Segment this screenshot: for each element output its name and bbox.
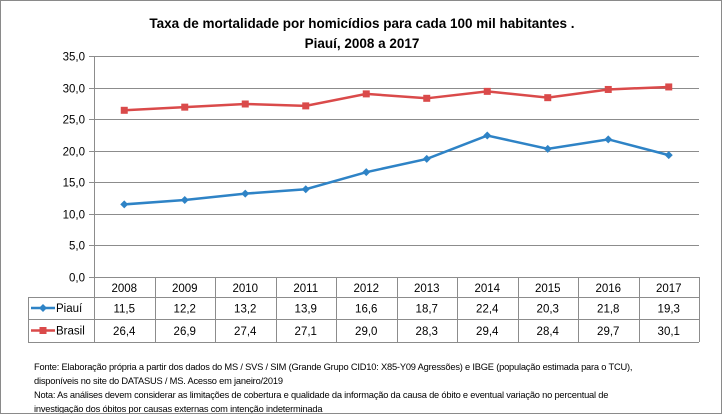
table-cell-value: 13,2 <box>234 304 256 316</box>
data-point-square <box>483 87 491 95</box>
data-point-square <box>181 103 189 111</box>
data-point-diamond <box>664 151 673 160</box>
table-cell-value: 29,0 <box>355 326 377 338</box>
x-tick-label: 2009 <box>172 283 198 295</box>
data-point-diamond <box>422 154 431 163</box>
series-line-piauí <box>124 134 670 206</box>
table-cell-value: 28,3 <box>416 326 438 338</box>
series-line-brasil <box>124 85 669 112</box>
y-tick-label: 10,0 <box>63 210 85 222</box>
table-cell-value: 22,4 <box>476 304 499 316</box>
x-tick-label: 2017 <box>656 283 682 295</box>
table-cell-value: 30,1 <box>658 326 680 338</box>
data-point-square <box>302 102 310 110</box>
data-point-square <box>544 94 552 102</box>
y-tick-label: 5,0 <box>69 241 85 253</box>
table-cell-value: 26,9 <box>174 326 196 338</box>
y-tick-label: 0,0 <box>69 273 85 285</box>
data-point-square <box>120 106 128 114</box>
y-tick-label: 20,0 <box>63 147 85 159</box>
x-tick-label: 2015 <box>535 283 561 295</box>
data-point-square <box>241 100 249 108</box>
data-point-diamond <box>483 131 492 140</box>
data-point-diamond <box>543 144 552 153</box>
data-point-diamond <box>180 195 189 204</box>
x-tick-label: 2010 <box>232 283 258 295</box>
footnote-line: Fonte: Elaboração própria a partir dos d… <box>34 362 633 372</box>
x-tick-label: 2013 <box>414 283 440 295</box>
legend-label: Brasil <box>56 326 85 338</box>
y-tick-label: 15,0 <box>63 178 85 190</box>
y-tick-label: 35,0 <box>63 52 85 64</box>
data-point-square <box>665 83 673 91</box>
x-tick-label: 2016 <box>595 283 621 295</box>
table-cell-value: 27,4 <box>234 326 257 338</box>
table-cell-value: 12,2 <box>174 304 196 316</box>
data-point-diamond <box>301 185 310 194</box>
legend-marker-diamond <box>39 304 47 312</box>
data-point-diamond <box>604 135 613 144</box>
legend-marker-square <box>39 327 47 334</box>
table-cell-value: 26,4 <box>113 326 136 338</box>
table-cell-value: 19,3 <box>658 304 680 316</box>
table-cell-value: 20,3 <box>537 304 559 316</box>
x-tick-label: 2008 <box>111 283 137 295</box>
footnote-line: disponíveis no site do DATASUS / MS. Ace… <box>34 376 283 386</box>
data-point-diamond <box>362 168 371 177</box>
y-tick-label: 30,0 <box>63 84 85 96</box>
table-cell-value: 11,5 <box>113 304 135 316</box>
x-tick-label: 2012 <box>353 283 379 295</box>
data-point-diamond <box>120 200 129 209</box>
table-cell-value: 28,4 <box>537 326 560 338</box>
y-tick-label: 25,0 <box>63 115 85 127</box>
data-point-square <box>423 94 431 102</box>
chart-title-line-2: Piauí, 2008 a 2017 <box>304 36 420 51</box>
data-point-square <box>604 85 612 93</box>
table-cell-value: 29,7 <box>597 326 619 338</box>
x-tick-label: 2014 <box>474 283 500 295</box>
table-cell-value: 16,6 <box>355 304 377 316</box>
chart-title: Taxa de mortalidade por homicídios para … <box>1 14 721 54</box>
data-point-square <box>362 90 370 98</box>
table-cell-value: 29,4 <box>476 326 499 338</box>
footnote-line: Nota: As análises devem considerar as li… <box>34 390 609 400</box>
x-tick-label: 2011 <box>293 283 318 295</box>
footnotes: Fonte: Elaboração própria a partir dos d… <box>34 360 633 414</box>
data-point-diamond <box>241 189 250 198</box>
table-cell-value: 27,1 <box>295 326 317 338</box>
footnote-line: investigação dos óbitos por causas exter… <box>34 404 323 414</box>
table-cell-value: 18,7 <box>416 304 438 316</box>
legend-label: Piauí <box>56 303 83 315</box>
chart-title-line-1: Taxa de mortalidade por homicídios para … <box>149 16 575 31</box>
table-cell-value: 13,9 <box>295 304 317 316</box>
table-cell-value: 21,8 <box>597 304 619 316</box>
